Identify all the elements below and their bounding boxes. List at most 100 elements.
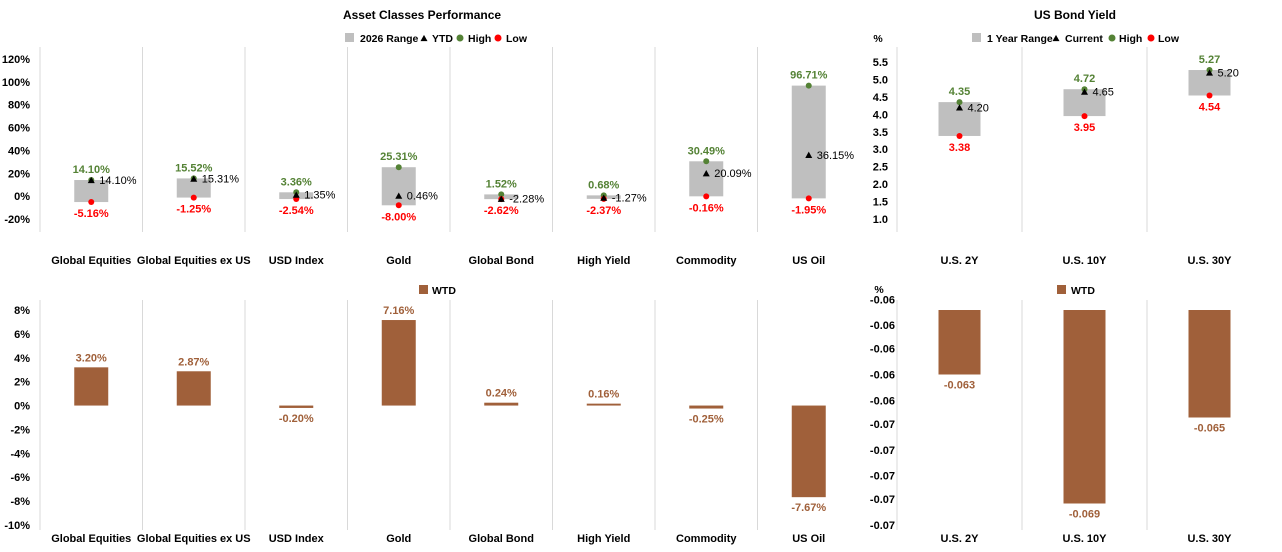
y-tick-label: 6% (14, 329, 30, 341)
y-tick-label: 0% (14, 401, 30, 413)
chart-title: Asset Classes Performance (343, 8, 501, 22)
wtd-value-label: -0.065 (1194, 423, 1225, 435)
category-label: U.S. 2Y (941, 533, 980, 545)
wtd-bar (176, 371, 211, 406)
wtd-bar (74, 367, 109, 406)
current-value-label: 14.10% (99, 175, 137, 187)
current-value-label: 15.31% (202, 174, 240, 186)
wtd-bar (381, 320, 416, 406)
low-value-label: -1.95% (791, 204, 826, 216)
current-value-label: 1.35% (304, 190, 335, 202)
y-tick-label: -20% (4, 214, 30, 226)
legend-label: 2026 Range (360, 33, 419, 45)
category-label: Gold (386, 255, 411, 267)
current-marker (805, 151, 813, 158)
y-tick-label: -0.07 (870, 520, 895, 532)
high-marker (703, 158, 710, 165)
wtd-bar (1188, 310, 1231, 418)
category-label: Commodity (676, 255, 737, 267)
chart-asset_perf: -20% 0% 20% 40% 60% 80% 100% 120% Global Equitie… (2, 8, 854, 267)
y-tick-label: -10% (4, 520, 30, 532)
high-marker (956, 99, 963, 106)
wtd-bar (689, 405, 724, 409)
y-tick-label: -0.06 (870, 344, 895, 356)
range-bar (74, 180, 109, 203)
legend-label: WTD (1071, 285, 1095, 297)
wtd-value-label: -7.67% (791, 502, 826, 514)
wtd-bar (484, 402, 519, 406)
high-value-label: 14.10% (73, 164, 111, 176)
wtd-bar (1063, 310, 1106, 504)
low-value-label: -1.25% (176, 204, 211, 216)
chart-asset_wtd: -10% -8% -6% -4% -2% 0% 2% 4% 6% 8% Global Equitie… (4, 285, 826, 545)
y-tick-label: 3.0 (873, 144, 888, 156)
low-marker (703, 193, 710, 200)
current-marker (600, 194, 608, 201)
y-tick-label: 2.0 (873, 179, 888, 191)
category-label: Global Equities (51, 255, 131, 267)
low-value-label: -5.16% (74, 208, 109, 220)
category-label: Global Bond (469, 255, 534, 267)
high-value-label: 1.52% (486, 178, 517, 190)
legend-swatch-range (972, 33, 981, 42)
current-marker (497, 195, 505, 202)
high-value-label: 25.31% (380, 151, 418, 163)
category-label: Global Equities ex US (137, 533, 251, 545)
current-value-label: -2.28% (509, 194, 544, 206)
y-tick-label: 0% (14, 191, 30, 203)
current-marker (702, 170, 710, 177)
legend-marker-current (420, 34, 428, 42)
y-axis-label: % (874, 284, 884, 296)
y-tick-label: 8% (14, 305, 30, 317)
y-tick-label: 5.0 (873, 74, 888, 86)
legend-marker-low (1147, 34, 1155, 42)
range-bar (689, 161, 724, 197)
wtd-value-label: 0.24% (486, 388, 517, 400)
category-label: U.S. 30Y (1187, 533, 1232, 545)
low-value-label: -2.54% (279, 205, 314, 217)
low-value-label: -8.00% (381, 211, 416, 223)
category-label: Global Equities (51, 533, 131, 545)
category-label: U.S. 10Y (1062, 255, 1107, 267)
current-value-label: 4.20 (968, 102, 989, 114)
y-tick-label: 80% (8, 100, 30, 112)
y-tick-label: 4.0 (873, 109, 888, 121)
high-value-label: 96.71% (790, 70, 828, 82)
category-label: U.S. 10Y (1062, 533, 1107, 545)
wtd-value-label: 3.20% (76, 352, 107, 364)
y-tick-label: -0.06 (870, 370, 895, 382)
wtd-bar (586, 403, 621, 406)
category-label: U.S. 2Y (941, 255, 980, 267)
low-marker (956, 132, 963, 139)
current-value-label: 0.46% (407, 191, 438, 203)
current-value-label: 20.09% (714, 168, 752, 180)
current-marker (292, 191, 300, 198)
legend-label: 1 Year Range (987, 33, 1053, 45)
category-label: U.S. 30Y (1187, 255, 1232, 267)
category-label: Global Bond (469, 533, 534, 545)
wtd-bar (791, 405, 826, 498)
category-label: USD Index (269, 255, 325, 267)
low-marker (1206, 92, 1213, 99)
category-label: USD Index (269, 533, 325, 545)
y-tick-label: 1.0 (873, 214, 888, 226)
low-marker (88, 199, 95, 206)
high-value-label: 15.52% (175, 162, 213, 174)
low-marker (190, 194, 197, 201)
wtd-value-label: -0.25% (689, 414, 724, 426)
y-tick-label: -0.07 (870, 494, 895, 506)
category-label: High Yield (577, 255, 630, 267)
low-value-label: 3.95 (1074, 122, 1095, 134)
high-value-label: 5.27 (1199, 54, 1220, 66)
legend-label: Low (506, 33, 528, 45)
legend-label: WTD (432, 285, 456, 297)
legend-swatch-range (345, 33, 354, 42)
low-marker (395, 202, 402, 209)
low-value-label: -0.16% (689, 202, 724, 214)
high-value-label: 4.35 (949, 86, 970, 98)
chart-title: US Bond Yield (1034, 8, 1116, 22)
y-tick-label: -4% (10, 448, 30, 460)
y-tick-label: -0.07 (870, 419, 895, 431)
y-tick-label: -6% (10, 472, 30, 484)
y-tick-label: 4% (14, 353, 30, 365)
